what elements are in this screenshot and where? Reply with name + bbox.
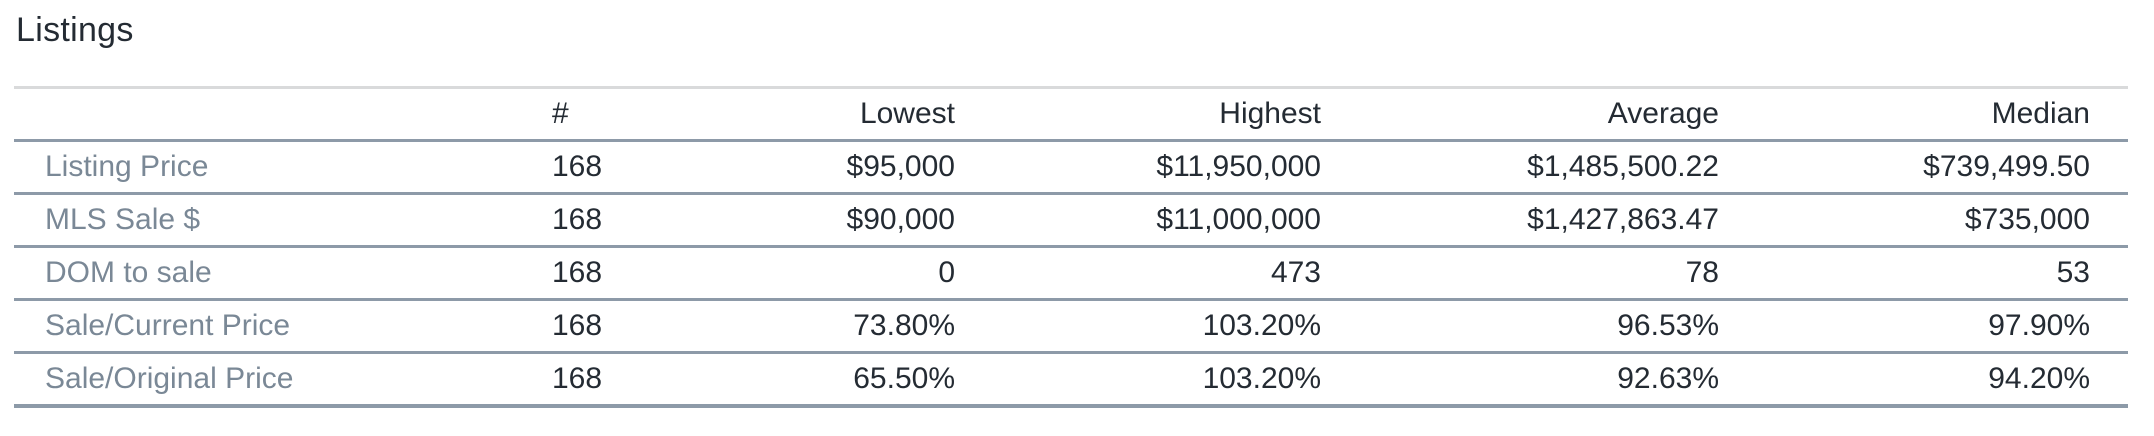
cell-average: $1,485,500.22 bbox=[1359, 140, 1757, 195]
header-cell-blank bbox=[14, 87, 552, 142]
cell-average: 96.53% bbox=[1359, 299, 1757, 354]
header-cell-average: Average bbox=[1359, 87, 1757, 142]
listings-stats-table: # Lowest Highest Average Median Listing … bbox=[14, 86, 2128, 408]
cell-lowest: $95,000 bbox=[700, 140, 993, 195]
cell-lowest: 65.50% bbox=[700, 352, 993, 408]
cell-highest: 103.20% bbox=[993, 299, 1359, 354]
cell-highest: 103.20% bbox=[993, 352, 1359, 408]
table-row-sale-original-price: Sale/Original Price 168 65.50% 103.20% 9… bbox=[14, 352, 2128, 408]
header-cell-highest: Highest bbox=[993, 87, 1359, 142]
cell-lowest: 0 bbox=[700, 246, 993, 301]
cell-average: $1,427,863.47 bbox=[1359, 193, 1757, 248]
cell-highest: $11,950,000 bbox=[993, 140, 1359, 195]
cell-average: 78 bbox=[1359, 246, 1757, 301]
page-title: Listings bbox=[16, 11, 134, 49]
cell-count: 168 bbox=[552, 246, 700, 301]
cell-median: $735,000 bbox=[1757, 193, 2128, 248]
row-label: Listing Price bbox=[14, 140, 552, 195]
row-label: MLS Sale $ bbox=[14, 193, 552, 248]
cell-median: 94.20% bbox=[1757, 352, 2128, 408]
table-row-dom-to-sale: DOM to sale 168 0 473 78 53 bbox=[14, 246, 2128, 301]
cell-median: $739,499.50 bbox=[1757, 140, 2128, 195]
cell-lowest: $90,000 bbox=[700, 193, 993, 248]
cell-average: 92.63% bbox=[1359, 352, 1757, 408]
header-cell-count: # bbox=[552, 87, 700, 142]
cell-count: 168 bbox=[552, 193, 700, 248]
cell-highest: 473 bbox=[993, 246, 1359, 301]
cell-median: 53 bbox=[1757, 246, 2128, 301]
row-label: DOM to sale bbox=[14, 246, 552, 301]
table-header-row: # Lowest Highest Average Median bbox=[14, 87, 2128, 142]
cell-median: 97.90% bbox=[1757, 299, 2128, 354]
report-header: Listings bbox=[0, 0, 2154, 86]
table-row-mls-sale: MLS Sale $ 168 $90,000 $11,000,000 $1,42… bbox=[14, 193, 2128, 248]
row-label: Sale/Current Price bbox=[14, 299, 552, 354]
cell-lowest: 73.80% bbox=[700, 299, 993, 354]
table-row-sale-current-price: Sale/Current Price 168 73.80% 103.20% 96… bbox=[14, 299, 2128, 354]
cell-count: 168 bbox=[552, 352, 700, 408]
row-label: Sale/Original Price bbox=[14, 352, 552, 408]
cell-highest: $11,000,000 bbox=[993, 193, 1359, 248]
header-cell-lowest: Lowest bbox=[700, 87, 993, 142]
table-row-listing-price: Listing Price 168 $95,000 $11,950,000 $1… bbox=[14, 140, 2128, 195]
header-cell-median: Median bbox=[1757, 87, 2128, 142]
cell-count: 168 bbox=[552, 299, 700, 354]
cell-count: 168 bbox=[552, 140, 700, 195]
